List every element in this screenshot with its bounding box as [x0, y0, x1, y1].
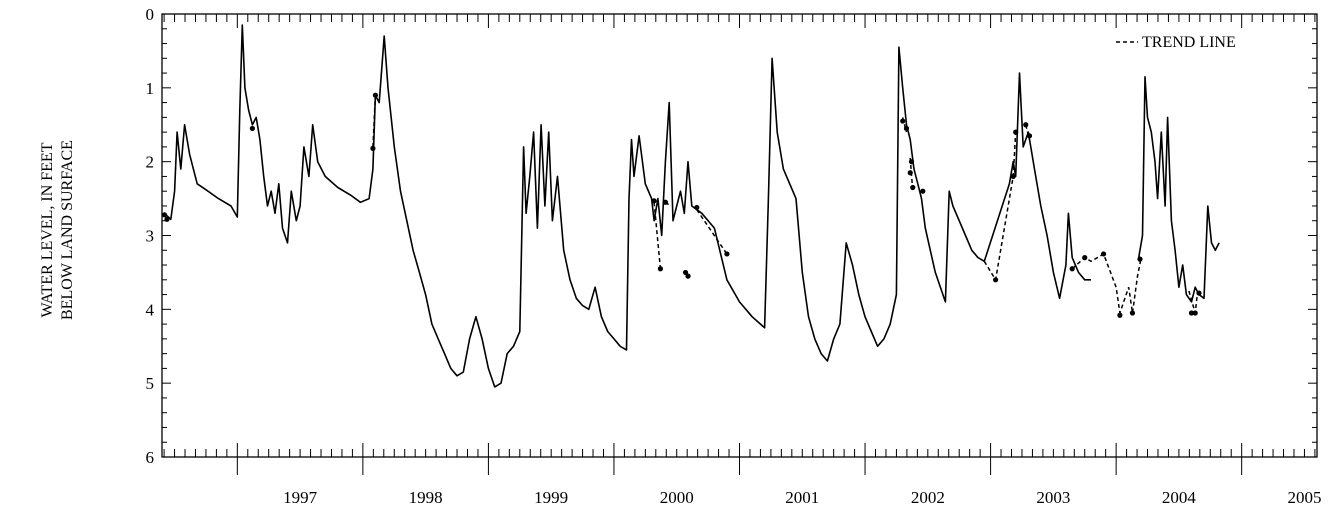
data-marker [164, 216, 170, 222]
plot-frame [161, 13, 1318, 458]
data-marker [161, 212, 168, 218]
x-tick-label: 2004 [1162, 488, 1197, 507]
axis-ticks [162, 13, 1317, 475]
data-marker [920, 188, 926, 194]
y-tick-label: 5 [146, 374, 155, 393]
x-tick-label: 2002 [911, 488, 945, 507]
trend-line-segment [696, 209, 728, 255]
data-marker [1023, 122, 1029, 128]
data-marker [1188, 310, 1195, 316]
data-marker [1196, 290, 1202, 296]
data-markers [161, 92, 1202, 318]
data-marker [1013, 129, 1019, 135]
data-marker [1137, 256, 1143, 262]
trend-line-segment [1071, 252, 1142, 314]
y-tick-labels: 0 1 2 3 4 5 6 [146, 5, 155, 467]
data-marker [1010, 173, 1016, 180]
y-tick-label: 4 [146, 300, 155, 319]
data-marker [249, 125, 255, 132]
data-marker [1129, 310, 1136, 316]
data-marker [657, 266, 664, 272]
data-marker [907, 170, 913, 176]
data-marker [685, 273, 691, 279]
legend: TREND LINE [1116, 34, 1236, 51]
series-lines [163, 24, 1220, 388]
data-marker [1026, 133, 1033, 139]
data-marker [1069, 266, 1075, 272]
trend-line-segment [372, 95, 377, 147]
y-tick-label: 2 [146, 153, 155, 172]
data-marker [662, 199, 669, 205]
y-tick-label: 0 [146, 5, 155, 24]
data-marker [903, 125, 910, 132]
x-tick-label: 1998 [409, 488, 443, 507]
x-tick-labels: 1997 1998 1999 2000 2001 2002 2003 2004 2005 [283, 488, 1321, 507]
data-marker [1117, 312, 1123, 318]
data-marker [372, 92, 379, 98]
data-marker [1100, 251, 1107, 257]
x-tick-label: 1997 [283, 488, 318, 507]
x-tick-label: 2000 [660, 488, 694, 507]
data-marker [900, 118, 906, 124]
data-marker [651, 198, 657, 204]
series-line-1 [1137, 76, 1220, 303]
data-marker [993, 277, 999, 283]
data-marker [908, 159, 915, 165]
x-tick-label: 2003 [1036, 488, 1070, 507]
x-tick-label: 2001 [785, 488, 819, 507]
data-marker [1082, 255, 1088, 261]
data-marker [1192, 310, 1198, 316]
data-marker [682, 269, 689, 276]
y-tick-label: 3 [146, 227, 155, 246]
data-marker [370, 145, 376, 151]
data-marker [694, 204, 700, 211]
y-tick-label: 1 [146, 79, 155, 98]
trend-line-segment [983, 132, 1017, 282]
data-marker [910, 184, 916, 191]
data-marker [724, 251, 730, 257]
series-line-0 [163, 24, 1091, 388]
x-tick-label: 1999 [534, 488, 568, 507]
x-tick-label: 2005 [1287, 488, 1321, 507]
legend-label: TREND LINE [1142, 34, 1236, 51]
y-tick-label: 6 [146, 448, 155, 467]
